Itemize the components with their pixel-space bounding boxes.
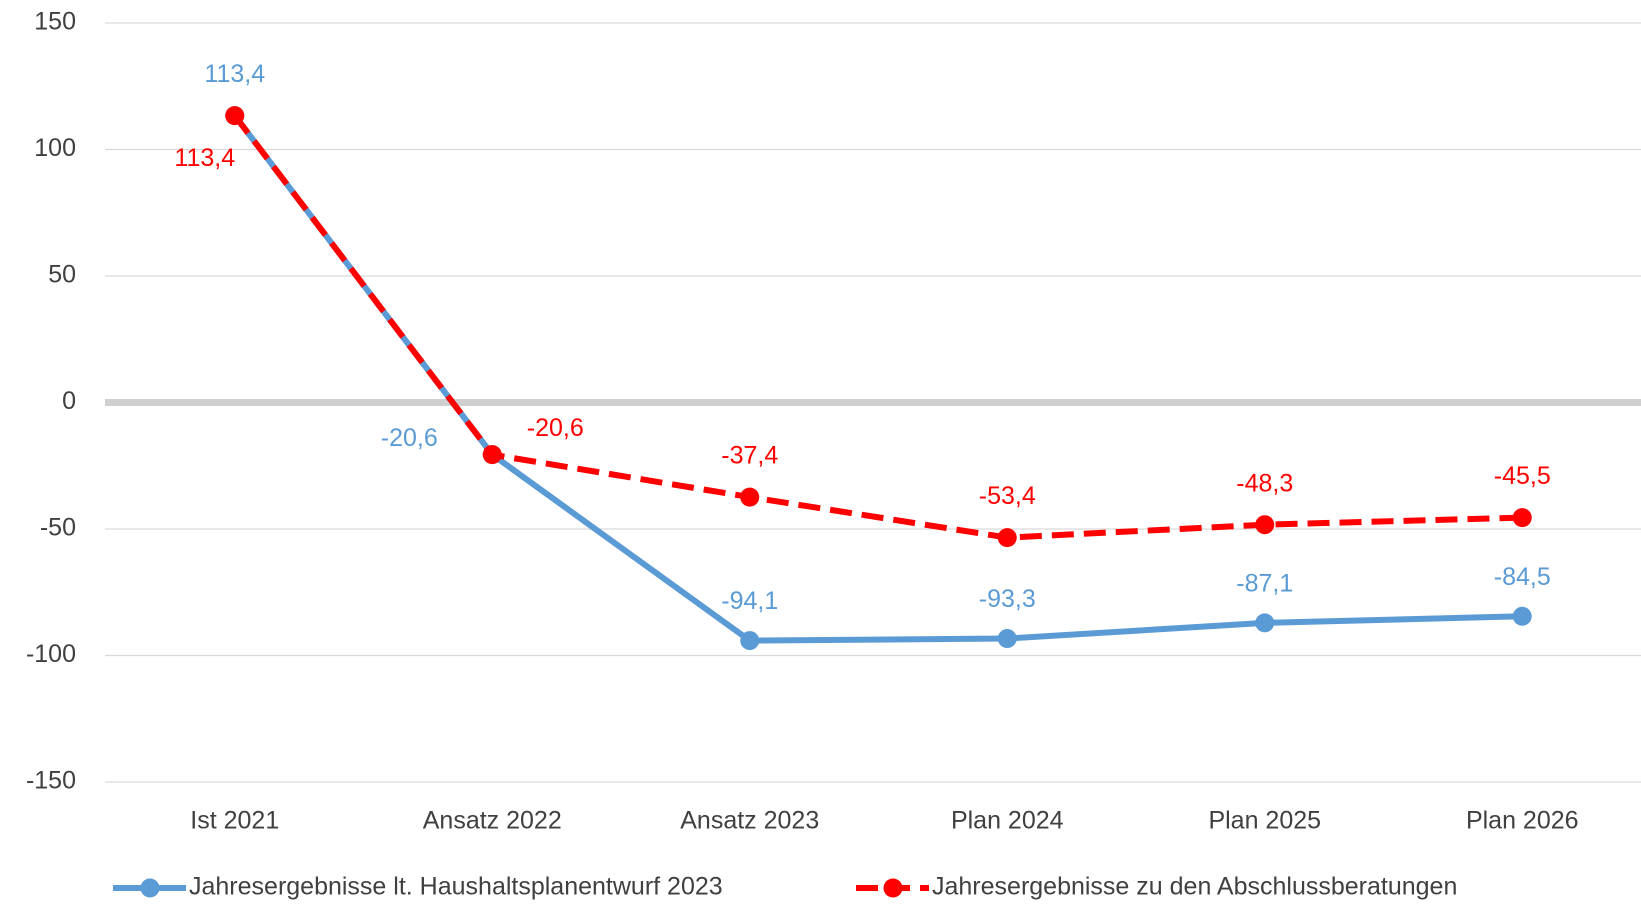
marker (1255, 613, 1275, 633)
y-tick-label: 150 (34, 8, 76, 36)
x-tick-label: Ansatz 2022 (423, 807, 562, 835)
marker (482, 445, 502, 465)
data-label: 113,4 (174, 144, 235, 172)
legend-marker (140, 878, 160, 898)
x-tick-label: Ansatz 2023 (680, 807, 819, 835)
marker (997, 528, 1017, 548)
y-tick-label: -100 (26, 640, 76, 668)
marker (1512, 508, 1532, 528)
y-tick-label: 50 (48, 261, 76, 289)
x-tick-label: Plan 2024 (951, 807, 1064, 835)
data-label: 113,4 (204, 60, 265, 88)
marker (1512, 606, 1532, 626)
marker (740, 631, 760, 651)
legend-label: Jahresergebnisse zu den Abschlussberatun… (932, 873, 1457, 901)
y-tick-label: -50 (40, 514, 76, 542)
y-tick-label: 0 (62, 387, 76, 415)
x-tick-label: Ist 2021 (190, 807, 279, 835)
series-line (232, 113, 1523, 541)
data-label: -94,1 (721, 587, 778, 615)
series-line (232, 113, 1523, 644)
data-label: -20,6 (527, 414, 584, 442)
data-label: -45,5 (1494, 462, 1551, 490)
legend-label: Jahresergebnisse lt. Haushaltsplanentwur… (189, 873, 723, 901)
data-label: -20,6 (381, 424, 438, 452)
data-label: -53,4 (979, 482, 1036, 510)
marker (225, 106, 245, 126)
data-label: -48,3 (1236, 469, 1293, 497)
data-label: -87,1 (1236, 569, 1293, 597)
data-label: -93,3 (979, 585, 1036, 613)
y-tick-label: -150 (26, 767, 76, 795)
data-label: -84,5 (1494, 563, 1551, 591)
marker (1255, 515, 1275, 535)
y-tick-label: 100 (34, 134, 76, 162)
x-tick-label: Plan 2026 (1466, 807, 1579, 835)
x-tick-label: Plan 2025 (1208, 807, 1321, 835)
legend-marker (883, 878, 903, 898)
marker (997, 629, 1017, 649)
data-label: -37,4 (721, 442, 778, 470)
marker (740, 487, 760, 507)
